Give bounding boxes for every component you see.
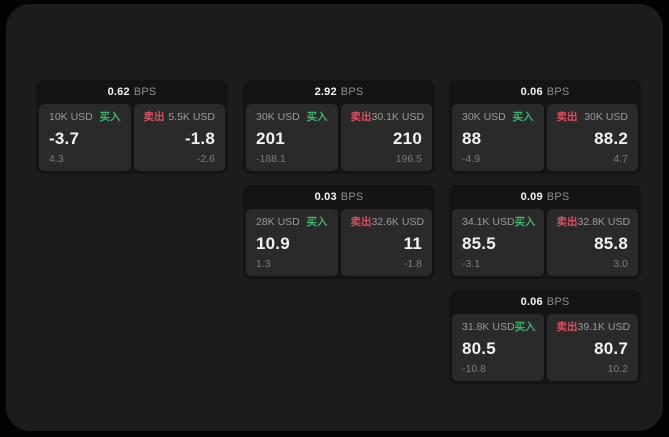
quote-panels: 30K USD 买入 201 -188.1 卖出 30.1K USD 210 1…: [246, 104, 432, 171]
quote-card-6: 0.06 BPS 31.8K USD 买入 80.5 -10.8 卖出 39.1…: [449, 290, 641, 384]
sell-side-label: 卖出: [556, 111, 578, 123]
sell-side-label: 卖出: [556, 321, 578, 333]
buy-side-label: 买入: [99, 111, 121, 123]
sell-sub-value: 196.5: [395, 152, 422, 165]
card-header: 0.03 BPS: [246, 185, 432, 209]
quote-panels: 28K USD 买入 10.9 1.3 卖出 32.6K USD 11 -1.8: [246, 209, 432, 276]
bps-value: 2.92: [314, 86, 337, 98]
sell-panel[interactable]: 卖出 30.1K USD 210 196.5: [340, 104, 432, 171]
buy-panel[interactable]: 10K USD 买入 -3.7 4.3: [39, 104, 131, 171]
bps-unit: BPS: [546, 86, 570, 98]
sell-amount: 32.6K USD: [371, 216, 425, 228]
sell-panel[interactable]: 卖出 32.6K USD 11 -1.8: [340, 209, 432, 276]
buy-side-label: 买入: [514, 321, 536, 333]
bps-unit: BPS: [546, 296, 570, 308]
buy-panel[interactable]: 30K USD 买入 88 -4.9: [452, 104, 544, 171]
card-header: 2.92 BPS: [246, 80, 432, 104]
buy-price: 80.5: [462, 338, 496, 358]
sell-amount: 39.1K USD: [577, 321, 631, 333]
buy-panel[interactable]: 31.8K USD 买入 80.5 -10.8: [452, 314, 544, 381]
quote-panels: 30K USD 买入 88 -4.9 卖出 30K USD 88.2 4.7: [452, 104, 638, 171]
buy-price: -3.7: [49, 128, 80, 148]
sell-price: 80.7: [594, 338, 628, 358]
bps-value: 0.09: [520, 191, 543, 203]
quote-card-1: 0.62 BPS 10K USD 买入 -3.7 4.3 卖出 5.5K USD…: [36, 80, 228, 174]
bps-unit: BPS: [546, 191, 570, 203]
bps-value: 0.62: [107, 86, 130, 98]
card-header: 0.06 BPS: [452, 80, 638, 104]
sell-amount: 5.5K USD: [168, 111, 215, 123]
quote-card-5: 0.09 BPS 34.1K USD 买入 85.5 -3.1 卖出 32.8K…: [449, 185, 641, 279]
sell-amount: 30.1K USD: [371, 111, 425, 123]
buy-panel[interactable]: 30K USD 买入 201 -188.1: [246, 104, 338, 171]
buy-side-label: 买入: [306, 111, 328, 123]
sell-price: 11: [403, 233, 422, 253]
buy-amount: 34.1K USD: [462, 216, 515, 228]
buy-price: 88: [462, 128, 482, 148]
sell-sub-value: 4.7: [613, 152, 628, 165]
card-header: 0.62 BPS: [39, 80, 225, 104]
buy-sub-value: 1.3: [256, 257, 271, 270]
quote-panels: 10K USD 买入 -3.7 4.3 卖出 5.5K USD -1.8 -2.…: [39, 104, 225, 171]
sell-amount: 30K USD: [584, 111, 628, 123]
sell-sub-value: 10.2: [607, 362, 628, 375]
bps-unit: BPS: [340, 86, 364, 98]
bps-unit: BPS: [133, 86, 157, 98]
card-header: 0.06 BPS: [452, 290, 638, 314]
sell-panel[interactable]: 卖出 39.1K USD 80.7 10.2: [546, 314, 638, 381]
buy-amount: 30K USD: [462, 111, 506, 123]
app-window: 0.62 BPS 10K USD 买入 -3.7 4.3 卖出 5.5K USD…: [6, 4, 663, 431]
buy-sub-value: -10.8: [462, 362, 486, 375]
buy-price: 85.5: [462, 233, 496, 253]
quote-card-3: 0.06 BPS 30K USD 买入 88 -4.9 卖出 30K USD 8…: [449, 80, 641, 174]
buy-price: 10.9: [256, 233, 290, 253]
bps-value: 0.06: [520, 296, 543, 308]
bps-unit: BPS: [340, 191, 364, 203]
sell-price: -1.8: [184, 128, 215, 148]
buy-side-label: 买入: [514, 216, 536, 228]
buy-sub-value: -3.1: [462, 257, 481, 270]
buy-amount: 10K USD: [49, 111, 93, 123]
bps-value: 0.06: [520, 86, 543, 98]
quote-panels: 31.8K USD 买入 80.5 -10.8 卖出 39.1K USD 80.…: [452, 314, 638, 381]
buy-amount: 30K USD: [256, 111, 300, 123]
sell-sub-value: 3.0: [613, 257, 628, 270]
buy-price: 201: [256, 128, 285, 148]
sell-side-label: 卖出: [350, 111, 372, 123]
sell-amount: 32.8K USD: [577, 216, 631, 228]
buy-amount: 28K USD: [256, 216, 300, 228]
sell-side-label: 卖出: [556, 216, 578, 228]
buy-side-label: 买入: [512, 111, 534, 123]
sell-sub-value: -1.8: [403, 257, 422, 270]
sell-sub-value: -2.6: [196, 152, 215, 165]
buy-panel[interactable]: 28K USD 买入 10.9 1.3: [246, 209, 338, 276]
buy-sub-value: -4.9: [462, 152, 481, 165]
quote-card-2: 2.92 BPS 30K USD 买入 201 -188.1 卖出 30.1K …: [243, 80, 435, 174]
sell-panel[interactable]: 卖出 5.5K USD -1.8 -2.6: [133, 104, 225, 171]
buy-amount: 31.8K USD: [462, 321, 515, 333]
buy-sub-value: -188.1: [256, 152, 286, 165]
buy-sub-value: 4.3: [49, 152, 64, 165]
sell-price: 88.2: [594, 128, 628, 148]
quote-card-4: 0.03 BPS 28K USD 买入 10.9 1.3 卖出 32.6K US…: [243, 185, 435, 279]
sell-price: 85.8: [594, 233, 628, 253]
sell-side-label: 卖出: [350, 216, 372, 228]
buy-panel[interactable]: 34.1K USD 买入 85.5 -3.1: [452, 209, 544, 276]
sell-panel[interactable]: 卖出 32.8K USD 85.8 3.0: [546, 209, 638, 276]
card-header: 0.09 BPS: [452, 185, 638, 209]
quote-panels: 34.1K USD 买入 85.5 -3.1 卖出 32.8K USD 85.8…: [452, 209, 638, 276]
buy-side-label: 买入: [306, 216, 328, 228]
sell-side-label: 卖出: [143, 111, 165, 123]
bps-value: 0.03: [314, 191, 337, 203]
sell-panel[interactable]: 卖出 30K USD 88.2 4.7: [546, 104, 638, 171]
sell-price: 210: [393, 128, 422, 148]
